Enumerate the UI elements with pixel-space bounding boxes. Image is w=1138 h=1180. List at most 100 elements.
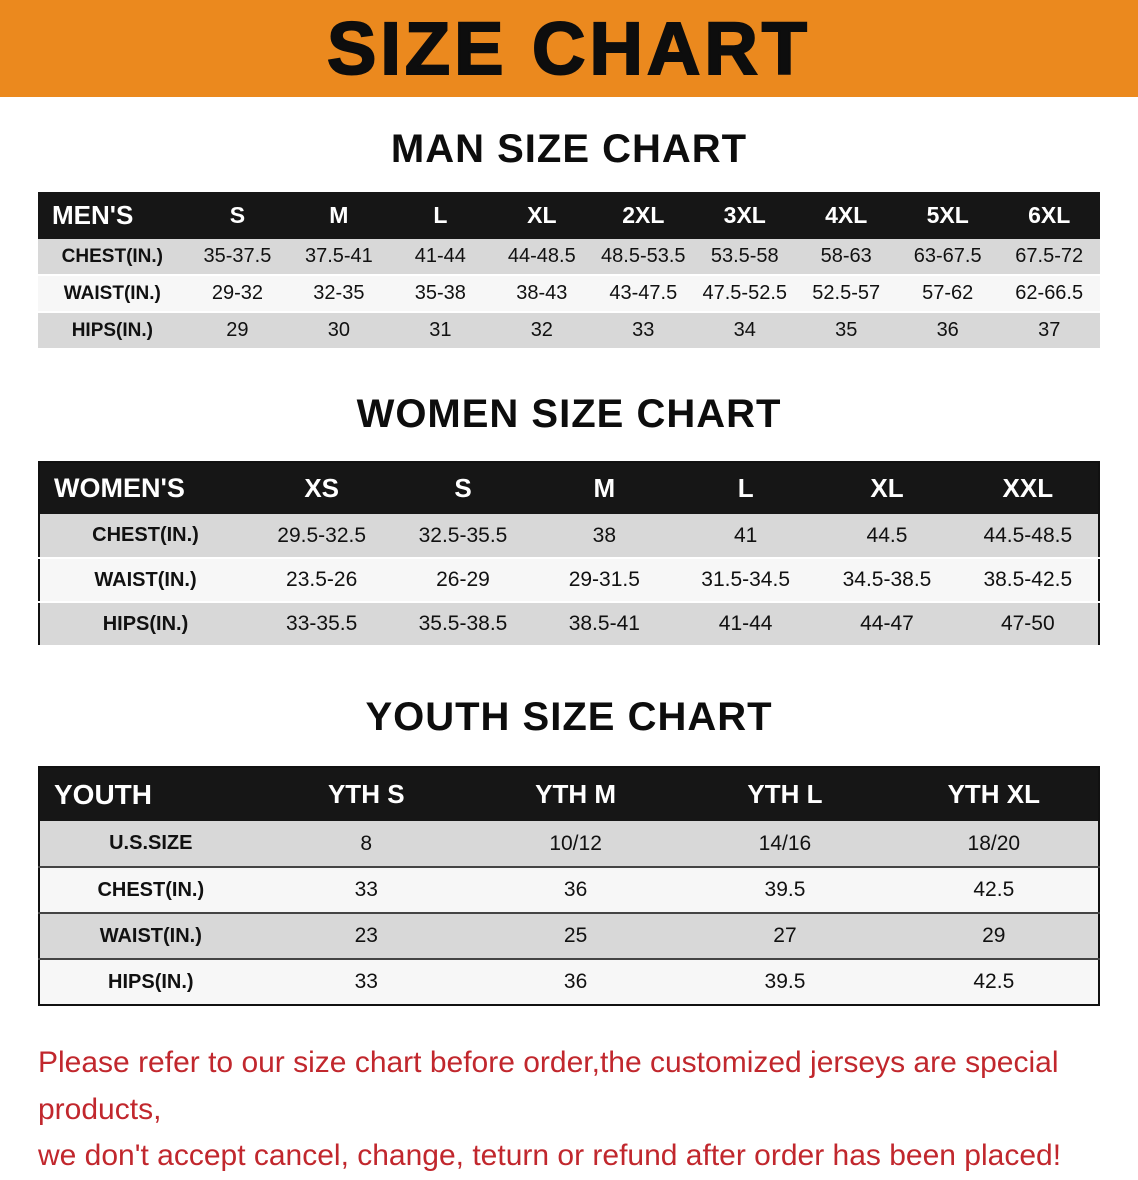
value-cell: 44-48.5 bbox=[507, 245, 576, 267]
value-cell: 23 bbox=[354, 924, 378, 947]
value-cell: 34 bbox=[733, 319, 756, 341]
size-header-cell: 4XL bbox=[825, 202, 868, 228]
value-cell: 37 bbox=[1038, 319, 1061, 341]
value-cell: 38.5-41 bbox=[568, 612, 640, 635]
youth-size-table: YOUTH YTH S YTH M YTH L YTH XL U.S.SIZE 8 10/12… bbox=[38, 766, 1100, 1006]
table-row: HIPS(IN.) 29 30 31 32 33 34 35 36 37 bbox=[38, 312, 1100, 349]
size-header-cell: S bbox=[454, 473, 472, 503]
disclaimer-line-2: we don't accept cancel, change, teturn o… bbox=[38, 1139, 1062, 1172]
man-size-heading: MAN SIZE CHART bbox=[390, 127, 748, 171]
value-cell: 32 bbox=[530, 319, 553, 341]
value-cell: 10/12 bbox=[549, 831, 602, 855]
value-cell: 48.5-53.5 bbox=[601, 245, 686, 267]
value-cell: 33 bbox=[632, 319, 655, 341]
size-header-cell: YTH M bbox=[535, 779, 617, 809]
value-cell: 29 bbox=[226, 319, 249, 341]
youth-size-heading: YOUTH SIZE CHART bbox=[365, 695, 773, 739]
table-row: WAIST(IN.) 29-32 32-35 35-38 38-43 43-47.5 47.… bbox=[38, 275, 1100, 312]
size-header-cell: XL bbox=[527, 202, 557, 228]
value-cell: 52.5-57 bbox=[812, 282, 881, 304]
size-header-cell: 3XL bbox=[723, 202, 766, 228]
page-title: SIZE CHART bbox=[326, 6, 811, 91]
value-cell: 26-29 bbox=[436, 568, 490, 591]
value-cell: 63-67.5 bbox=[913, 245, 982, 267]
value-cell: 35 bbox=[835, 319, 858, 341]
value-cell: 18/20 bbox=[967, 831, 1021, 855]
row-label-cell: HIPS(IN.) bbox=[71, 319, 153, 341]
size-header-cell: 2XL bbox=[622, 202, 665, 228]
value-cell: 33-35.5 bbox=[286, 612, 358, 635]
man-size-section: MAN SIZE CHART MEN'S S M L XL 2XL 3XL 4XL 5XL 6XL… bbox=[0, 97, 1138, 350]
value-cell: 27 bbox=[773, 924, 797, 947]
size-header-cell: XS bbox=[304, 473, 339, 503]
value-cell: 38 bbox=[592, 523, 616, 547]
value-cell: 34.5-38.5 bbox=[842, 568, 932, 591]
size-header-cell: L bbox=[433, 202, 448, 228]
size-header-cell: 6XL bbox=[1028, 202, 1071, 228]
row-label-cell: U.S.SIZE bbox=[109, 832, 193, 854]
size-header-cell: YTH XL bbox=[947, 779, 1041, 809]
size-header-cell: M bbox=[329, 202, 349, 228]
value-cell: 41-44 bbox=[718, 612, 773, 635]
value-cell: 36 bbox=[563, 970, 588, 993]
value-cell: 36 bbox=[936, 319, 959, 341]
value-cell: 42.5 bbox=[973, 970, 1015, 993]
table-row: HIPS(IN.) 33-35.5 35.5-38.5 38.5-41 41-44 44-… bbox=[39, 602, 1099, 646]
value-cell: 62-66.5 bbox=[1015, 282, 1084, 304]
row-label-cell: CHEST(IN.) bbox=[97, 878, 205, 901]
value-cell: 67.5-72 bbox=[1015, 245, 1084, 267]
women-size-heading: WOMEN SIZE CHART bbox=[356, 392, 782, 436]
value-cell: 14/16 bbox=[758, 831, 812, 855]
row-label-cell: HIPS(IN.) bbox=[108, 970, 194, 993]
value-cell: 29-32 bbox=[211, 282, 263, 304]
value-cell: 32-35 bbox=[313, 282, 365, 304]
table-row: WAIST(IN.) 23.5-26 26-29 29-31.5 31.5-34.5 34… bbox=[39, 558, 1099, 602]
size-header-cell: L bbox=[737, 473, 754, 503]
table-title-cell: MEN'S bbox=[52, 200, 134, 230]
disclaimer: Please refer to our size chart before or… bbox=[38, 1040, 1100, 1180]
value-cell: 44-47 bbox=[860, 612, 914, 635]
value-cell: 39.5 bbox=[764, 970, 806, 993]
size-header-cell: M bbox=[593, 473, 616, 503]
table-row: CHEST(IN.) 29.5-32.5 32.5-35.5 38 41 44.5 44.5… bbox=[39, 514, 1099, 558]
value-cell: 29.5-32.5 bbox=[277, 523, 367, 547]
value-cell: 41-44 bbox=[414, 245, 466, 267]
value-cell: 53.5-58 bbox=[710, 245, 779, 267]
size-header-cell: XXL bbox=[1002, 473, 1054, 503]
row-label-cell: WAIST(IN.) bbox=[94, 568, 197, 591]
value-cell: 43-47.5 bbox=[609, 282, 678, 304]
table-row: CHEST(IN.) 35-37.5 37.5-41 41-44 44-48.5 48.5… bbox=[38, 239, 1100, 275]
table-title-cell: WOMEN'S bbox=[54, 473, 185, 503]
row-label-cell: CHEST(IN.) bbox=[92, 524, 199, 546]
row-label-cell: WAIST(IN.) bbox=[99, 924, 202, 947]
women-size-section: WOMEN SIZE CHART WOMEN'S XS S M L XL XXL CHEST(… bbox=[0, 350, 1138, 647]
size-header-cell: 5XL bbox=[926, 202, 969, 228]
banner: SIZE CHART bbox=[0, 0, 1138, 97]
table-header-row: WOMEN'S XS S M L XL XXL bbox=[39, 462, 1099, 514]
table-row: WAIST(IN.) 23 25 27 29 bbox=[39, 913, 1099, 959]
value-cell: 25 bbox=[563, 924, 588, 947]
value-cell: 47.5-52.5 bbox=[702, 282, 787, 304]
value-cell: 39.5 bbox=[764, 878, 806, 901]
value-cell: 37.5-41 bbox=[304, 245, 373, 267]
value-cell: 58-63 bbox=[820, 245, 872, 267]
disclaimer-line-1: Please refer to our size chart before or… bbox=[38, 1046, 1059, 1126]
row-label-cell: WAIST(IN.) bbox=[63, 282, 161, 304]
value-cell: 42.5 bbox=[973, 878, 1015, 901]
table-title-cell: YOUTH bbox=[54, 778, 152, 810]
value-cell: 35.5-38.5 bbox=[418, 612, 508, 635]
row-label-cell: CHEST(IN.) bbox=[61, 245, 163, 267]
value-cell: 30 bbox=[327, 319, 350, 341]
size-header-cell: YTH S bbox=[327, 779, 405, 809]
size-header-cell: YTH L bbox=[747, 779, 823, 809]
value-cell: 35-38 bbox=[414, 282, 466, 304]
value-cell: 29 bbox=[982, 924, 1006, 947]
value-cell: 32.5-35.5 bbox=[418, 523, 508, 547]
table-row: CHEST(IN.) 33 36 39.5 42.5 bbox=[39, 867, 1099, 913]
value-cell: 38-43 bbox=[516, 282, 568, 304]
value-cell: 33 bbox=[354, 970, 378, 993]
table-header-row: YOUTH YTH S YTH M YTH L YTH XL bbox=[39, 767, 1099, 821]
value-cell: 41 bbox=[733, 523, 758, 547]
value-cell: 44.5 bbox=[866, 523, 908, 547]
